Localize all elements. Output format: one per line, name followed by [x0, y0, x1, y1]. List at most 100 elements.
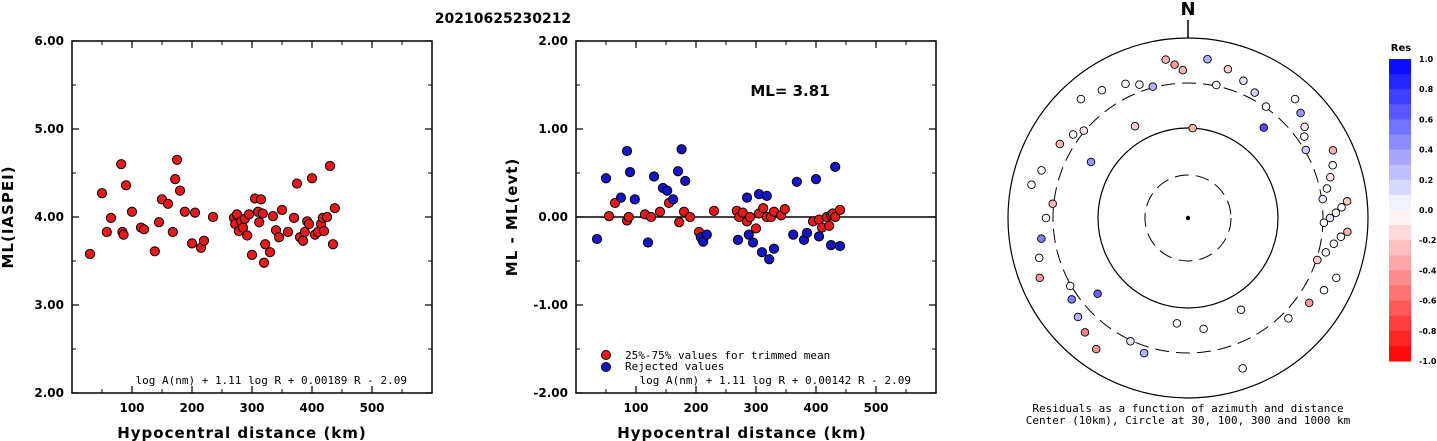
p1-series0-point	[276, 204, 288, 216]
azimuth-station-point	[1041, 213, 1051, 223]
colorbar-tick-label: -0.6	[1419, 297, 1437, 306]
azimuth-station-point	[1148, 82, 1158, 91]
azimuth-station-point	[1055, 139, 1065, 149]
azimuth-caption-line2: Center (10km), Circle at 30, 100, 300 an…	[1026, 414, 1351, 427]
legend-label-rejected: Rejected values	[625, 360, 724, 373]
magnitude-distance-panel: 100 200 300 400 500 6.00 5.00 4.00 3.00 2.00 Hypo…	[0, 34, 433, 441]
colorbar-cell	[1389, 194, 1411, 211]
azimuth-station-point	[1325, 213, 1335, 223]
p1-series0-point	[264, 247, 276, 258]
p1-series0-point	[329, 203, 340, 214]
p1-series0-point	[273, 232, 285, 243]
p1-xtick-label: 200	[179, 401, 204, 415]
figure-title: 20210625230212	[435, 11, 571, 27]
azimuth-station-point	[1304, 298, 1314, 308]
p1-xtick-label: 300	[239, 401, 264, 415]
azimuth-station-point	[1212, 80, 1221, 90]
p2-ytick-label: -1.00	[533, 298, 568, 312]
colorbar-cell	[1389, 240, 1411, 256]
p2-series1-point	[662, 185, 673, 196]
azimuth-caption-line1: Residuals as a function of azimuth and d…	[1032, 402, 1343, 415]
p1-series0-point	[299, 226, 310, 238]
colorbar-cell	[1389, 330, 1411, 347]
p2-series0-point	[708, 205, 720, 216]
azimuth-station-point	[1328, 146, 1338, 155]
colorbar-tick-label: -0.4	[1419, 266, 1437, 275]
p2-series1-point	[642, 237, 654, 248]
p2-series0-point	[750, 223, 762, 234]
p2-series1-point	[600, 173, 612, 184]
p2-series0-point	[744, 211, 756, 223]
azimuth-station-point	[1322, 184, 1332, 193]
azimuth-station-point	[1027, 180, 1036, 189]
colorbar-cell	[1389, 210, 1411, 226]
azimuth-station-point	[1318, 194, 1327, 204]
p2-series1-point	[615, 192, 627, 203]
ring-300km	[1052, 82, 1324, 354]
p2-series0-point	[654, 206, 666, 217]
p1-series0-point	[189, 207, 201, 218]
p2-xtick-label: 400	[803, 401, 828, 415]
colorbar-cell	[1389, 164, 1411, 181]
colorbar-cells	[1389, 59, 1411, 362]
p2-series1-point	[648, 171, 660, 182]
azimuth-station-point	[1037, 234, 1046, 243]
azimuth-station-point	[1048, 199, 1057, 209]
p1-series0-point	[246, 249, 258, 260]
colorbar-ticks: 1.0 0.8 0.6 0.4 0.2 0.0 -0.2 -0.4 -0.6 -0.8 -1.0	[1419, 55, 1437, 366]
azimuth-station-point	[1035, 273, 1044, 283]
p2-series1-point	[747, 237, 759, 248]
p2-ytick-label: 1.00	[538, 122, 568, 136]
p1-series0-point	[170, 174, 181, 185]
colorbar-tick-label: 0.6	[1419, 115, 1434, 124]
azimuth-station-point	[1068, 130, 1078, 139]
p2-series1-point	[825, 240, 837, 251]
colorbar-cell	[1389, 134, 1411, 151]
colorbar-tick-label: -0.2	[1419, 236, 1437, 245]
colorbar-cell	[1389, 270, 1411, 286]
azimuth-station-point	[1284, 314, 1293, 323]
colorbar-cell	[1389, 345, 1411, 362]
azimuth-station-point	[1073, 312, 1083, 322]
p1-series0-point	[120, 180, 132, 191]
colorbar-cell	[1389, 179, 1411, 196]
residual-distance-panel: 100 200 300 400 500 2.00 1.00 0.00 -1.00 -2.00 ML…	[503, 34, 937, 441]
p1-ytick-label: 3.00	[34, 298, 64, 312]
azimuth-station-point	[1178, 65, 1188, 75]
azimuth-station-point	[1238, 364, 1247, 373]
p1-series0-point	[267, 211, 279, 222]
p2-series0-point	[603, 211, 615, 222]
azimuth-station-point	[1080, 328, 1090, 337]
ring-1000km	[1007, 37, 1369, 399]
azimuth-station-point	[1199, 324, 1208, 334]
p2-series1-point	[791, 176, 802, 187]
p1-series0-point	[243, 209, 255, 220]
legend-label-trimmed: 25%-75% values for trimmed mean	[625, 349, 830, 362]
p2-xtick-label: 200	[683, 401, 708, 415]
azimuth-station-point	[1034, 253, 1044, 263]
azimuth-station-point	[1296, 108, 1305, 118]
p1-series0-point	[96, 188, 108, 199]
p1-series0-point	[303, 218, 315, 230]
azimuth-station-point	[1076, 94, 1086, 104]
azimuth-points	[1027, 54, 1352, 373]
colorbar-cell	[1389, 285, 1411, 302]
p1-series0-point	[84, 248, 96, 260]
p1-series0-point	[101, 226, 112, 238]
azimuth-station-point	[1300, 132, 1309, 141]
p2-series0-point	[758, 203, 769, 214]
azimuth-station-point	[1067, 295, 1076, 304]
p2-series1-point	[834, 240, 846, 252]
azimuth-station-point	[1172, 319, 1182, 328]
p2-series0-point	[824, 220, 835, 231]
p2-series1-point	[624, 167, 636, 178]
colorbar-tick-label: -0.8	[1419, 327, 1437, 336]
azimuth-station-point	[1121, 79, 1130, 89]
p2-series1-point	[801, 227, 813, 238]
panel2-axis-ticks: 100 200 300 400 500 2.00 1.00 0.00 -1.00 -2.00	[533, 34, 936, 415]
panel1-y-axis-label: ML(IASPEI)	[0, 165, 17, 268]
azimuth-station-point	[1037, 166, 1046, 175]
azimuth-station-point	[1091, 344, 1101, 354]
p2-ytick-label: -2.00	[533, 386, 568, 400]
p2-series1-point	[591, 233, 603, 245]
